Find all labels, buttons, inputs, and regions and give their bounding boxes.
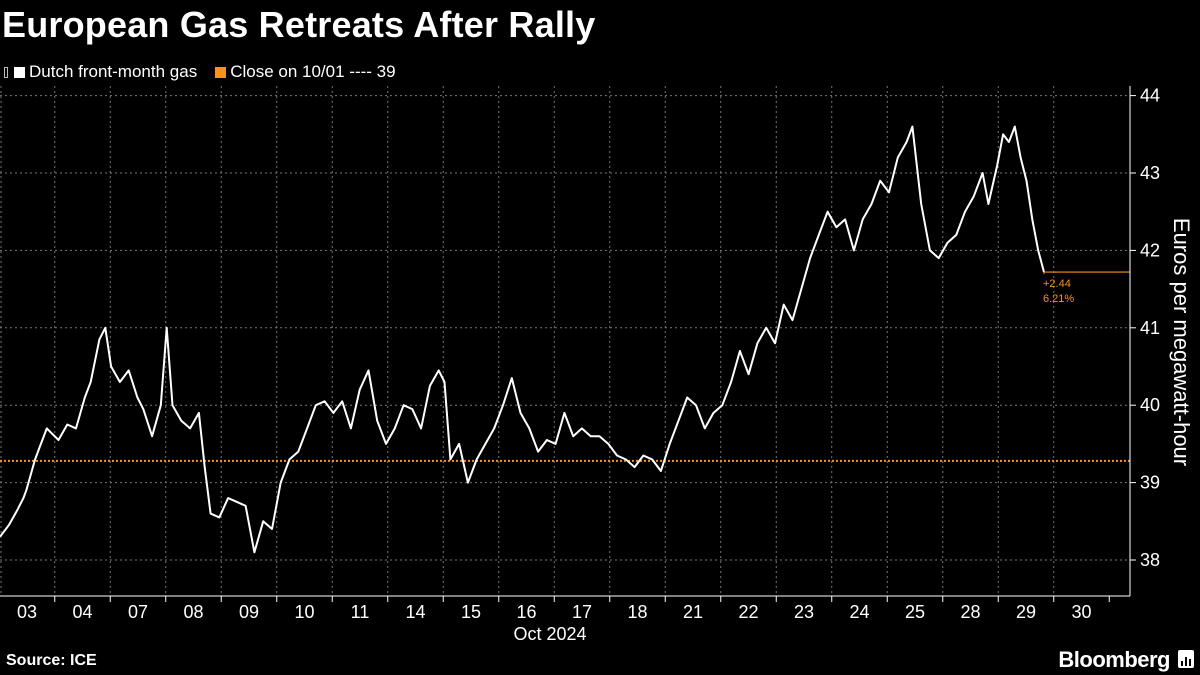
y-tick-label: 41 (1140, 318, 1160, 338)
legend-marker-icon (4, 66, 8, 78)
x-tick-label: 25 (905, 602, 925, 622)
x-tick-label: 04 (72, 602, 92, 622)
x-axis-label: Oct 2024 (513, 624, 586, 644)
x-tick-label: 17 (572, 602, 592, 622)
x-tick-label: 03 (17, 602, 37, 622)
annotation-pct: 6.21% (1043, 293, 1074, 305)
x-tick-label: 07 (128, 602, 148, 622)
x-tick-label: 16 (516, 602, 536, 622)
series-group (0, 125, 1130, 554)
legend-swatch-gas (14, 66, 25, 78)
y-tick-label: 38 (1140, 550, 1160, 570)
x-tick-label: 14 (405, 602, 425, 622)
source-note: Source: ICE (6, 652, 97, 669)
y-tick-label: 43 (1140, 163, 1160, 183)
y-tick-label: 42 (1140, 240, 1160, 260)
grid-lines (0, 86, 1130, 596)
legend-swatch-close (215, 66, 227, 78)
x-tick-label: 18 (627, 602, 647, 622)
x-tick-label: 08 (183, 602, 203, 622)
bloomberg-chart-icon (1178, 650, 1194, 668)
x-tick-label: 23 (794, 602, 814, 622)
x-tick-label: 10 (294, 602, 314, 622)
y-tick-label: 44 (1140, 86, 1160, 106)
legend-label-close: Close on 10/01 ---- 39 (230, 62, 396, 81)
brand-logo: Bloomberg (1058, 647, 1170, 672)
chart-title: European Gas Retreats After Rally (2, 4, 596, 45)
x-tick-label: 29 (1016, 602, 1036, 622)
x-tick-label: 30 (1071, 602, 1091, 622)
legend-label-gas: Dutch front-month gas (29, 62, 198, 81)
x-tick-label: 09 (239, 602, 259, 622)
axes-group: 38 39 40 41 42 43 44 03 04 07 08 09 10 11 14 15 16 17 18 21… (0, 86, 1160, 622)
y-axis-label: Euros per megawatt-hour (1169, 218, 1194, 466)
y-tick-label: 39 (1140, 473, 1160, 493)
y-tick-label: 40 (1140, 395, 1160, 415)
x-tick-label: 28 (960, 602, 980, 622)
x-tick-label: 22 (738, 602, 758, 622)
annotation-change: +2.44 (1043, 278, 1071, 290)
x-tick-label: 11 (351, 602, 370, 622)
x-tick-label: 21 (683, 602, 703, 622)
legend-item-gas: Dutch front-month gas (8, 62, 197, 82)
x-tick-label: 24 (849, 602, 869, 622)
chart-legend: Dutch front-month gas Close on 10/01 ---… (4, 62, 414, 82)
legend-item-close: Close on 10/01 ---- 39 (215, 62, 396, 82)
series-line-dutch-gas (0, 125, 1045, 554)
x-tick-label: 15 (461, 602, 481, 622)
